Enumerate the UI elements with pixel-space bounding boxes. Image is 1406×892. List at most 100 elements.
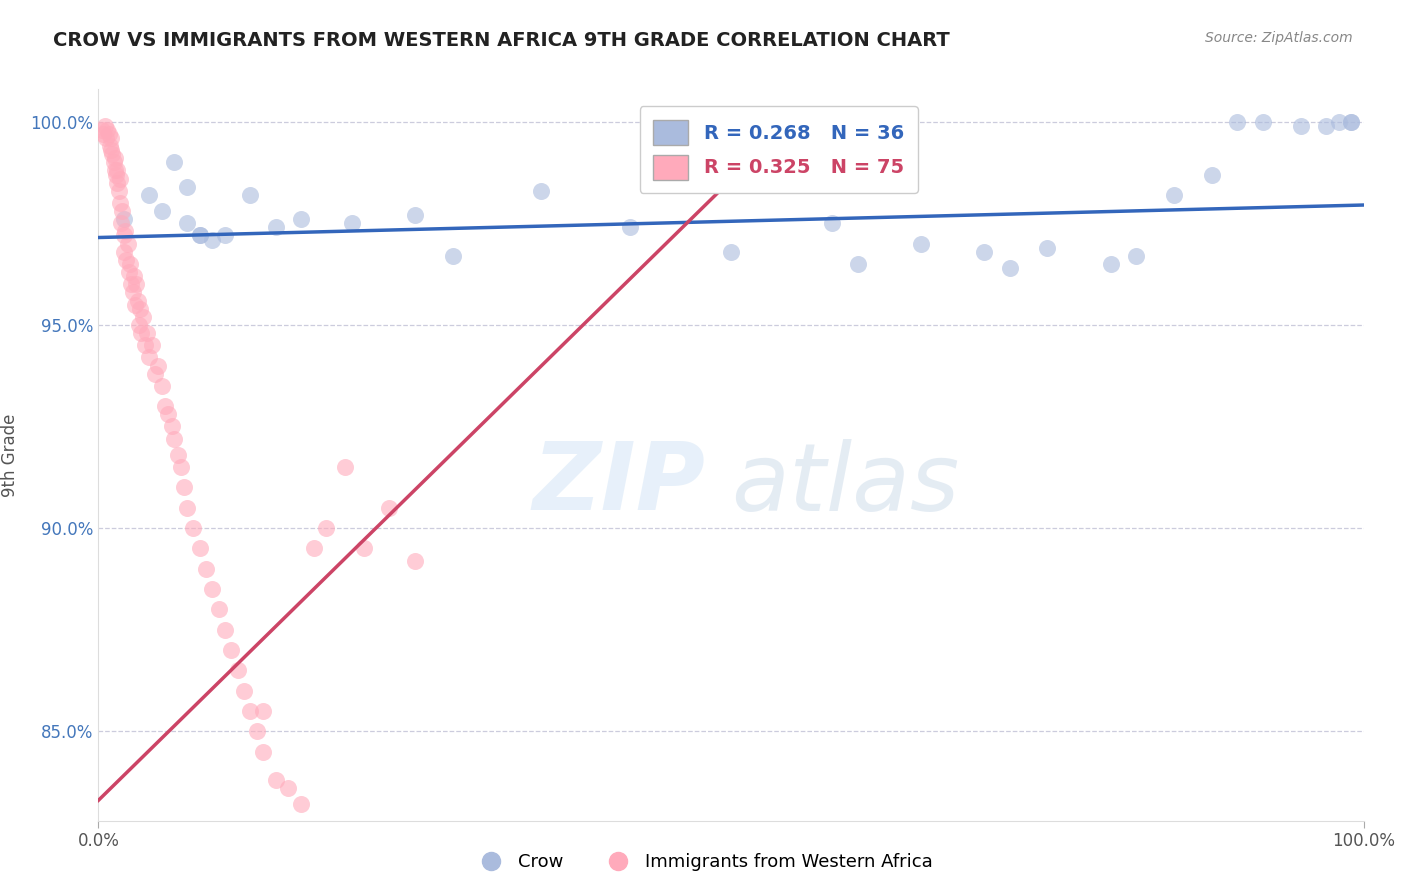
Point (167, 448, 190, 462)
Point (124, 297, 146, 311)
Point (1340, 114, 1362, 128)
Point (115, 252, 138, 267)
Point (127, 293, 149, 308)
Point (129, 301, 152, 316)
Point (340, 216, 363, 230)
Point (107, 184, 129, 198)
Y-axis label: 9th Grade: 9th Grade (1, 413, 20, 497)
Text: Source: ZipAtlas.com: Source: ZipAtlas.com (1205, 31, 1353, 45)
Point (150, 379, 173, 393)
Point (112, 244, 135, 259)
Point (163, 432, 186, 446)
Point (150, 204, 173, 219)
Point (118, 265, 141, 279)
Point (194, 562, 218, 576)
Point (188, 228, 211, 243)
Point (441, 249, 464, 263)
Point (188, 541, 211, 556)
Point (121, 285, 143, 300)
Point (404, 553, 426, 567)
Point (145, 367, 166, 381)
Point (134, 338, 156, 352)
Text: atlas: atlas (731, 439, 959, 530)
Point (1251, 114, 1274, 128)
Point (1163, 187, 1185, 202)
Point (146, 359, 169, 373)
Point (96, 123, 118, 137)
Legend: R = 0.268   N = 36, R = 0.325   N = 75: R = 0.268 N = 36, R = 0.325 N = 75 (640, 106, 918, 194)
Point (125, 277, 148, 292)
Point (108, 196, 131, 211)
Point (1226, 114, 1249, 128)
Point (188, 228, 211, 243)
Point (176, 216, 198, 230)
Point (117, 236, 139, 251)
Point (201, 582, 224, 596)
Point (114, 224, 136, 238)
Point (233, 683, 256, 698)
Point (290, 212, 312, 227)
Point (93, 127, 115, 141)
Point (155, 399, 177, 413)
Point (1289, 119, 1312, 133)
Point (132, 310, 155, 324)
Point (107, 163, 129, 178)
Point (846, 257, 869, 271)
Point (530, 184, 553, 198)
Point (252, 704, 274, 718)
Point (157, 407, 180, 421)
Point (821, 216, 844, 230)
Point (93, 119, 117, 133)
Point (110, 216, 132, 230)
Point (315, 521, 337, 535)
Point (128, 318, 150, 332)
Point (135, 326, 157, 340)
Point (97, 127, 120, 141)
Point (112, 228, 135, 243)
Point (998, 260, 1021, 275)
Point (107, 176, 129, 190)
Point (122, 269, 145, 284)
Point (1201, 168, 1223, 182)
Point (163, 155, 186, 169)
Point (910, 236, 932, 251)
Point (239, 704, 262, 718)
Point (98, 139, 121, 153)
Point (103, 155, 125, 169)
Point (973, 244, 995, 259)
Point (1125, 249, 1147, 263)
Point (104, 163, 127, 178)
Point (219, 643, 243, 657)
Point (619, 220, 641, 235)
Point (239, 187, 262, 202)
Point (120, 257, 141, 271)
Point (353, 541, 375, 556)
Point (264, 772, 287, 787)
Point (214, 228, 236, 243)
Point (335, 460, 357, 475)
Point (176, 179, 198, 194)
Point (105, 168, 128, 182)
Point (141, 338, 163, 352)
Point (100, 131, 122, 145)
Point (183, 521, 205, 535)
Point (94, 131, 117, 145)
Point (176, 500, 198, 515)
Point (1036, 241, 1059, 255)
Point (138, 351, 160, 365)
Point (101, 147, 124, 161)
Point (378, 500, 401, 515)
Point (173, 480, 195, 494)
Point (1099, 257, 1122, 271)
Point (201, 233, 224, 247)
Legend: Crow, Immigrants from Western Africa: Crow, Immigrants from Western Africa (465, 847, 941, 879)
Point (160, 419, 183, 434)
Point (111, 204, 134, 219)
Point (131, 326, 153, 340)
Point (169, 460, 191, 475)
Point (1315, 119, 1337, 133)
Point (264, 220, 287, 235)
Text: CROW VS IMMIGRANTS FROM WESTERN AFRICA 9TH GRADE CORRELATION CHART: CROW VS IMMIGRANTS FROM WESTERN AFRICA 9… (53, 31, 950, 50)
Point (100, 143, 122, 157)
Point (120, 277, 142, 292)
